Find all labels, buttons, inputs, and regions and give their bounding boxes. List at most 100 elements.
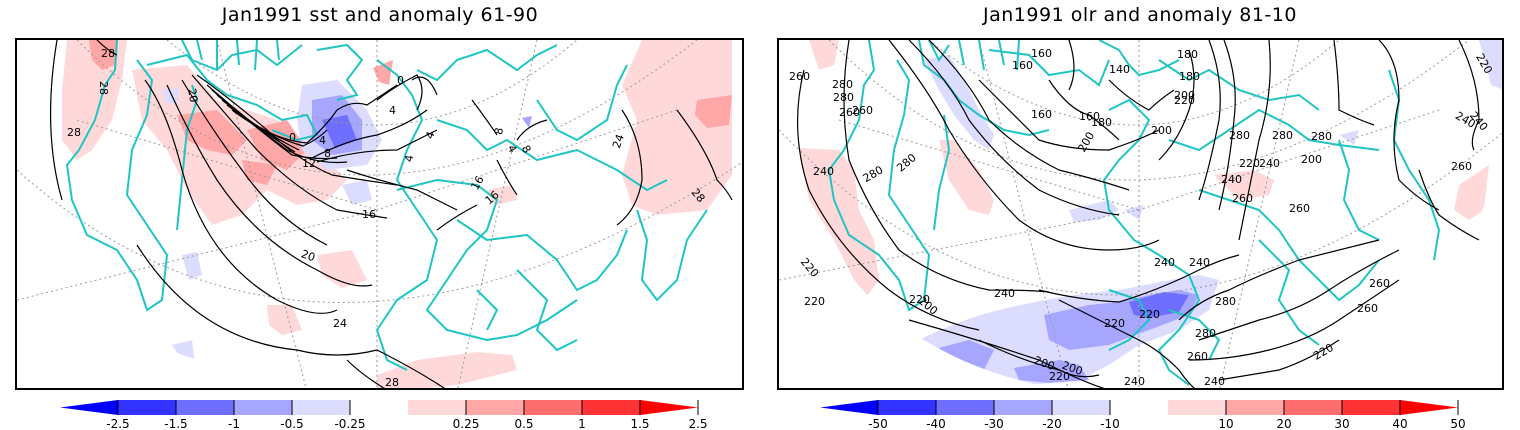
- contour-label: 20: [299, 247, 317, 264]
- colorbar-segment: [878, 400, 936, 415]
- contour-label: 280: [1311, 130, 1332, 143]
- anomaly-positive-region: [1214, 170, 1274, 200]
- olr-map-title: Jan1991 olr and anomaly 81-10: [983, 4, 1297, 26]
- contour-label: 28: [385, 376, 399, 389]
- contour-label: 200: [1151, 124, 1172, 137]
- contour-label: 280: [861, 163, 886, 185]
- contour-label: 240: [813, 165, 834, 178]
- colorbar-tick-label: 2.5: [688, 417, 707, 430]
- sst-panel: Jan1991 sst and anomaly 61-90: [0, 4, 760, 430]
- anomaly-positive-region: [487, 185, 517, 205]
- anomaly-positive-region: [377, 352, 517, 388]
- colorbar-segment: [118, 400, 176, 415]
- colorbar-tick-label: -30: [984, 417, 1004, 430]
- contour-label: 16: [362, 208, 376, 221]
- contour-label: 220: [1104, 317, 1125, 330]
- contour-label: 260: [1289, 202, 1310, 215]
- sst-colorbar: -2.5 -1.5 -1 -0.5 -0.25 0.25 0.5 1 1.5 2.5: [0, 396, 760, 430]
- contour-label: 4: [505, 143, 520, 156]
- colorbar-segment: [1284, 400, 1342, 415]
- olr-map: 260 280 280 260 260 240 280 280 160 160 …: [779, 40, 1502, 388]
- contour-label: 200: [1075, 130, 1097, 155]
- colorbar-tick-label: 1.5: [630, 417, 649, 430]
- colorbar-tick-label: -0.5: [280, 417, 303, 430]
- contour-label: 260: [1187, 350, 1208, 363]
- contour-label: 280: [1229, 129, 1250, 142]
- contour-label: 140: [1109, 63, 1130, 76]
- colorbar-segment: [1226, 400, 1284, 415]
- colorbar-tick-label: 1: [578, 417, 586, 430]
- contour-label: 180: [1091, 116, 1112, 129]
- contour-label: 4: [389, 104, 396, 117]
- colorbar-left-arrow: [60, 400, 118, 415]
- contour-label: 4: [319, 134, 326, 147]
- colorbar-segment: [466, 400, 524, 415]
- contour-label: 240: [1259, 157, 1280, 170]
- colorbar-tick-label: 40: [1392, 417, 1407, 430]
- colorbar-tick-label: -50: [868, 417, 888, 430]
- contour-label: 180: [1179, 70, 1200, 83]
- anomaly-negative-region: [1479, 40, 1502, 90]
- anomaly-positive-region: [809, 40, 839, 70]
- colorbar-segment: [994, 400, 1052, 415]
- colorbar-segment: [1052, 400, 1110, 415]
- colorbar-right-arrow: [1400, 400, 1458, 415]
- anomaly-positive-region: [267, 305, 302, 335]
- contour-label: 0: [397, 74, 404, 87]
- colorbar-tick-label: 0.5: [514, 417, 533, 430]
- contour-label: 4: [423, 130, 438, 141]
- olr-colorbar: -50 -40 -30 -20 -10 10 20 30 40 50: [760, 396, 1520, 430]
- contour-label: 8: [492, 127, 506, 136]
- contour-label: 240: [1189, 256, 1210, 269]
- colorbar-tick-label: -1.5: [164, 417, 187, 430]
- anomaly-negative-region: [939, 340, 994, 370]
- contour-label: 220: [804, 295, 825, 308]
- colorbar-tick-label: -2.5: [106, 417, 129, 430]
- coastlines: [827, 40, 1441, 386]
- contour-label: 260: [1232, 192, 1253, 205]
- anomaly-negative-region: [322, 115, 357, 148]
- contour-label: 28: [67, 126, 81, 139]
- contour-label: 220: [1049, 370, 1070, 383]
- anomaly-negative-region: [1339, 130, 1359, 145]
- anomaly-negative-region: [1014, 360, 1089, 383]
- sst-map-title: Jan1991 sst and anomaly 61-90: [221, 4, 539, 26]
- anomaly-negative-region: [522, 116, 532, 128]
- contour-label: 160: [1031, 47, 1052, 60]
- colorbar-segment: [176, 400, 234, 415]
- contour-label: 280: [1195, 327, 1216, 340]
- contour-label: 260: [1369, 277, 1390, 290]
- hemisphere-mask: [17, 210, 335, 388]
- colorbar-tick-label: 20: [1276, 417, 1291, 430]
- contour-label: 260: [1357, 302, 1378, 315]
- coastlines: [65, 40, 708, 371]
- colorbar-segment: [582, 400, 640, 415]
- contour-label: 260: [839, 106, 860, 119]
- anomaly-negative-region: [182, 252, 202, 280]
- colorbar-segment: [936, 400, 994, 415]
- contour-label: 24: [610, 133, 627, 151]
- colorbar-segment: [1168, 400, 1226, 415]
- contour-label: 280: [894, 151, 918, 174]
- colorbar-segment: [408, 400, 466, 415]
- colorbar-right-arrow: [640, 400, 698, 415]
- contour-label: 280: [1272, 129, 1293, 142]
- anomaly-negative-region: [1124, 205, 1144, 220]
- contour-label: 16: [468, 174, 486, 193]
- contour-label: 24: [333, 317, 347, 330]
- contour-label: 240: [1221, 173, 1242, 186]
- contour-label: 240: [1204, 375, 1225, 388]
- colorbar-tick-label: -40: [926, 417, 946, 430]
- contour-label: 28: [97, 81, 110, 95]
- olr-contours: [796, 40, 1480, 388]
- contour-label: 160: [1031, 108, 1052, 121]
- contour-label: 4: [402, 154, 416, 163]
- sst-map: 28 28 28 20 0 4 8 12 4 0 4 4 4 8 16 16 2…: [17, 40, 742, 389]
- contour-label: 0: [289, 131, 296, 144]
- hemisphere-mask: [779, 130, 1055, 388]
- hemisphere-mask: [1190, 150, 1502, 388]
- contour-label: 280: [1215, 295, 1236, 308]
- contour-label: 240: [994, 287, 1015, 300]
- contour-label: 260: [1451, 160, 1472, 173]
- contour-label: 260: [789, 70, 810, 83]
